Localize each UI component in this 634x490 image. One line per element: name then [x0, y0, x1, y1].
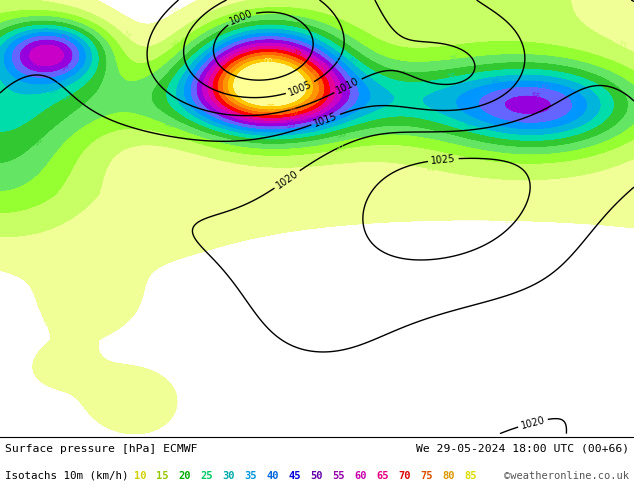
Text: 50: 50: [58, 33, 70, 45]
Text: 55: 55: [530, 92, 541, 102]
Text: 1000: 1000: [228, 8, 255, 27]
Text: 30: 30: [32, 134, 45, 147]
Text: 15: 15: [615, 40, 628, 52]
Text: 30: 30: [223, 471, 235, 481]
Text: 55: 55: [58, 59, 72, 73]
Text: 1025: 1025: [430, 153, 456, 166]
Text: Surface pressure [hPa] ECMWF: Surface pressure [hPa] ECMWF: [5, 444, 198, 454]
Text: 85: 85: [464, 471, 477, 481]
Text: 50: 50: [540, 84, 550, 94]
Text: 45: 45: [330, 51, 344, 64]
Text: 40: 40: [266, 471, 279, 481]
Text: 15: 15: [157, 471, 169, 481]
Text: 1020: 1020: [520, 415, 546, 431]
Text: 70: 70: [398, 471, 411, 481]
Text: 25: 25: [162, 119, 174, 130]
Text: 45: 45: [288, 471, 301, 481]
Text: 40: 40: [344, 56, 358, 69]
Text: 75: 75: [420, 471, 433, 481]
Text: 30: 30: [336, 128, 347, 140]
Text: We 29-05-2024 18:00 UTC (00+66): We 29-05-2024 18:00 UTC (00+66): [416, 444, 629, 454]
Text: 45: 45: [490, 78, 501, 89]
Text: 15: 15: [119, 30, 132, 43]
Text: 70: 70: [289, 49, 302, 60]
Text: 25: 25: [449, 54, 460, 65]
Text: 35: 35: [245, 471, 257, 481]
Text: 10: 10: [134, 471, 147, 481]
Text: Isotachs 10m (km/h): Isotachs 10m (km/h): [5, 471, 129, 481]
Text: 50: 50: [311, 471, 323, 481]
Text: 75: 75: [288, 106, 300, 118]
Text: 1005: 1005: [287, 79, 314, 98]
Text: 60: 60: [30, 58, 43, 70]
Text: 15: 15: [425, 163, 436, 174]
Text: 20: 20: [335, 144, 346, 154]
Text: 10: 10: [170, 6, 183, 19]
Text: 25: 25: [200, 471, 213, 481]
Text: 60: 60: [354, 471, 367, 481]
Text: 85: 85: [267, 104, 276, 114]
Text: 60: 60: [298, 114, 309, 125]
Text: 1020: 1020: [274, 169, 300, 191]
Text: 90: 90: [264, 58, 273, 67]
Text: 20: 20: [179, 471, 191, 481]
Text: 90: 90: [486, 471, 499, 481]
Text: 45: 45: [55, 74, 68, 86]
Text: 35: 35: [446, 72, 458, 83]
Text: 55: 55: [285, 120, 296, 130]
Text: 1010: 1010: [335, 76, 361, 96]
Text: 35: 35: [60, 90, 72, 103]
Text: 1015: 1015: [313, 111, 339, 128]
Text: ©weatheronline.co.uk: ©weatheronline.co.uk: [504, 471, 629, 481]
Text: 10: 10: [503, 216, 514, 225]
Text: 80: 80: [306, 68, 319, 81]
Text: 65: 65: [316, 61, 330, 74]
Text: 20: 20: [170, 38, 183, 51]
Text: 10: 10: [40, 316, 52, 328]
Text: 40: 40: [48, 84, 60, 96]
Text: 80: 80: [443, 471, 455, 481]
Text: 40: 40: [463, 118, 475, 129]
Text: 55: 55: [332, 471, 345, 481]
Text: 65: 65: [377, 471, 389, 481]
Text: 50: 50: [316, 115, 328, 127]
